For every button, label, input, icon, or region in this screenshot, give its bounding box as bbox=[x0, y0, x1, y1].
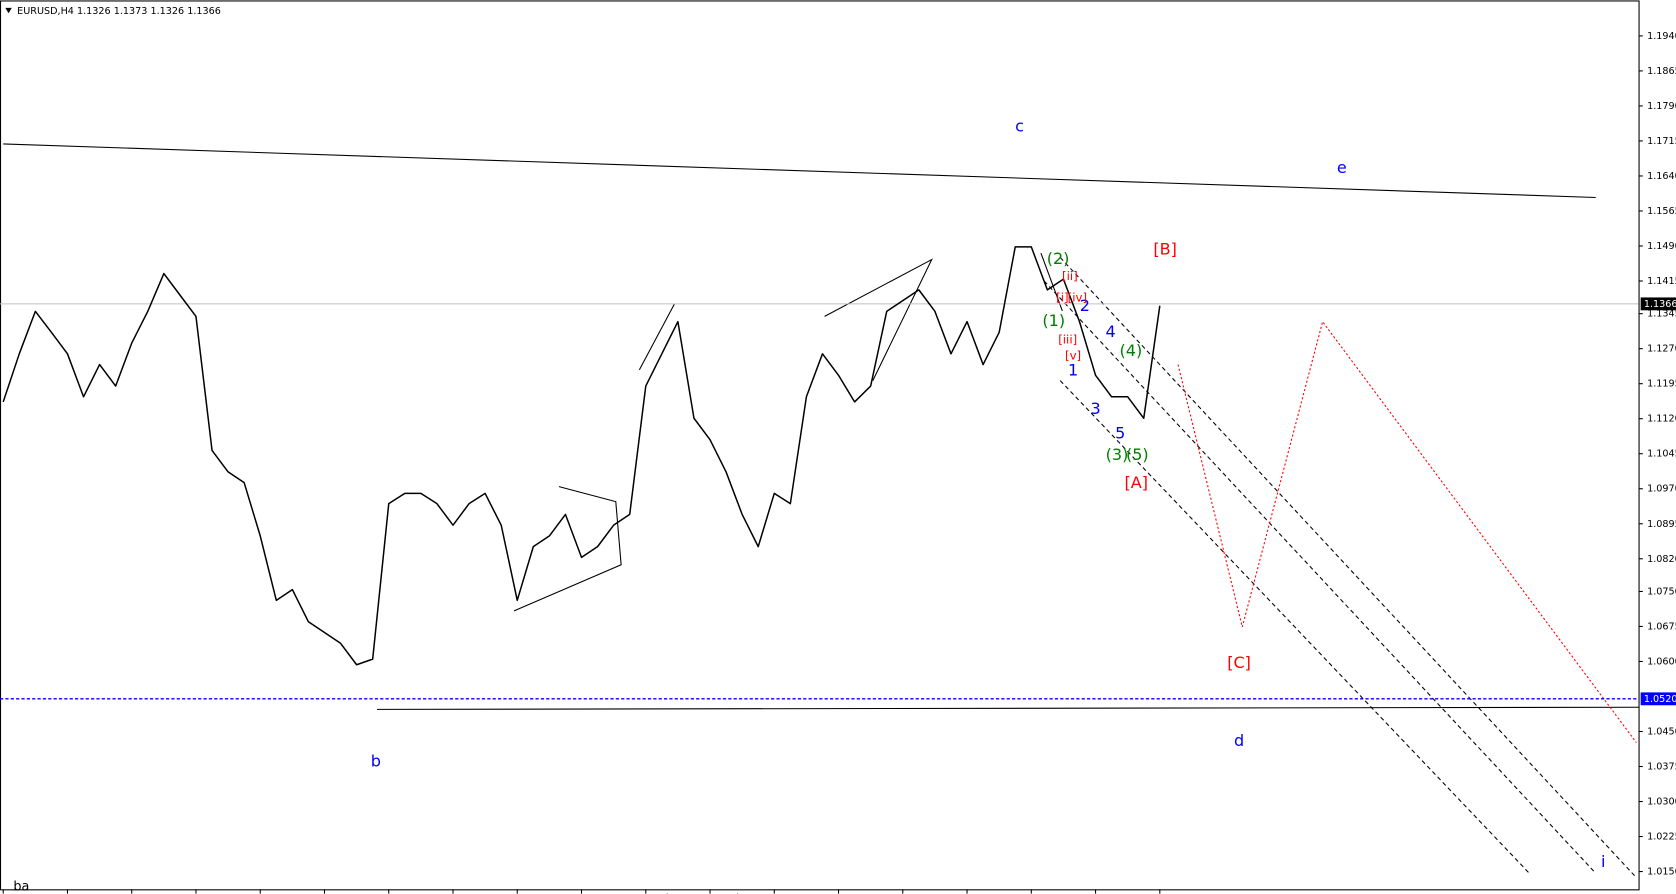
x-tick-label: 2 Jun 20:00 bbox=[1160, 893, 1215, 894]
wave-label: [i] bbox=[1056, 291, 1068, 305]
wave-label: (1) bbox=[1042, 311, 1065, 330]
wave-label: [C] bbox=[1227, 653, 1251, 672]
drawings bbox=[3, 143, 1639, 877]
wave-label: 2 bbox=[1080, 296, 1090, 315]
x-tick-label: 7 Sep 2015 bbox=[3, 893, 58, 894]
wave-label: [B] bbox=[1153, 239, 1177, 258]
y-tick-label: 1.1270 bbox=[1647, 344, 1676, 355]
price-level-box bbox=[1640, 692, 1676, 706]
wave-label: [iv] bbox=[1068, 291, 1087, 305]
y-tick-label: 1.0820 bbox=[1647, 554, 1676, 565]
wave-label: (3) bbox=[1106, 445, 1129, 464]
y-tick-label: 1.1195 bbox=[1647, 379, 1676, 390]
wave-label: e bbox=[1337, 158, 1347, 177]
x-tick-label: 4 May 12:00 bbox=[1031, 893, 1091, 894]
wave-label: d bbox=[1234, 731, 1244, 750]
wave-label: [ii] bbox=[1062, 269, 1078, 283]
wave-label: [v] bbox=[1065, 348, 1081, 362]
price-line bbox=[2, 246, 1161, 666]
y-tick-label: 1.1865 bbox=[1647, 66, 1676, 77]
projection-path bbox=[1177, 320, 1637, 743]
x-tick-label: 18 Dec 16:00 bbox=[453, 893, 518, 894]
y-tick-label: 1.1415 bbox=[1647, 276, 1676, 287]
y-tick-label: 1.0600 bbox=[1647, 656, 1676, 667]
y-tick-label: 1.0375 bbox=[1647, 762, 1676, 773]
x-tick-label: 21 Mar 12:00 bbox=[839, 893, 903, 894]
y-tick-label: 1.0150 bbox=[1647, 867, 1676, 878]
wave-label: 4 bbox=[1105, 322, 1115, 341]
wave-label: 1 bbox=[1068, 360, 1078, 379]
x-tick-label: 7 Mar 04:00 bbox=[774, 893, 832, 894]
wave-label: 5 bbox=[1115, 424, 1125, 443]
y-tick-label: 1.1715 bbox=[1647, 136, 1676, 147]
wave-label: (4) bbox=[1120, 341, 1143, 360]
trendline bbox=[1040, 252, 1063, 312]
y-tick-label: 1.0675 bbox=[1647, 621, 1676, 632]
wave-label: c bbox=[1015, 116, 1024, 135]
x-tick-label: 4 Dec 00:00 bbox=[389, 893, 448, 894]
x-tick-label: 19 Nov 08:00 bbox=[324, 893, 389, 894]
plot-border bbox=[0, 0, 1640, 891]
x-tick-label: 21 Jan 04:00 bbox=[582, 893, 643, 894]
triangle bbox=[824, 258, 933, 381]
channel-line bbox=[1059, 380, 1530, 874]
y-tick-label: 1.1940 bbox=[1647, 31, 1676, 42]
y-tick-label: 1.0225 bbox=[1647, 832, 1676, 843]
x-tick-label: 19 Feb 12:00 bbox=[710, 893, 773, 894]
wave-label: ba bbox=[13, 880, 29, 894]
wave-label: (2) bbox=[1047, 249, 1070, 268]
trendline bbox=[376, 706, 1639, 710]
y-tick-label: 1.0970 bbox=[1647, 484, 1676, 495]
y-tick-label: 1.1490 bbox=[1647, 241, 1676, 252]
price-level-box bbox=[1640, 297, 1676, 311]
wave-label: (5) bbox=[1126, 445, 1149, 464]
y-tick-label: 1.0300 bbox=[1647, 797, 1676, 808]
price-level-label: 1.1366 bbox=[1644, 299, 1676, 310]
y-tick-label: 1.0895 bbox=[1647, 519, 1676, 530]
y-tick-label: 1.1640 bbox=[1647, 171, 1676, 182]
y-tick-label: 1.1045 bbox=[1647, 449, 1676, 460]
trendline bbox=[638, 303, 676, 371]
wave-label: [A] bbox=[1125, 473, 1149, 492]
wave-label: b bbox=[371, 751, 381, 770]
y-tick-label: 1.1565 bbox=[1647, 206, 1676, 217]
y-tick-label: 1.1120 bbox=[1647, 414, 1676, 425]
channel-line bbox=[1059, 257, 1636, 877]
x-tick-label: 19 May 04:00 bbox=[1096, 893, 1162, 894]
y-tick-label: 1.0750 bbox=[1647, 586, 1676, 597]
x-tick-label: 4 Nov 16:00 bbox=[260, 893, 319, 894]
x-tick-label: 6 Oct 08:00 bbox=[132, 893, 189, 894]
wave-label: 3 bbox=[1090, 399, 1100, 418]
menu-arrow[interactable] bbox=[5, 7, 12, 14]
x-tick-label: 21 Sep 16:00 bbox=[67, 893, 131, 894]
x-tick-label: 19 Apr 20:00 bbox=[967, 893, 1030, 894]
y-tick-label: 1.1345 bbox=[1647, 309, 1676, 320]
y-tick-label: 1.1790 bbox=[1647, 101, 1676, 112]
x-tick-label: 5 Apr 04:00 bbox=[903, 893, 960, 894]
x-tick-label: 4 Feb 20:00 bbox=[646, 893, 703, 894]
wave-label: [iii] bbox=[1058, 332, 1077, 346]
y-tick-label: 1.0450 bbox=[1647, 726, 1676, 737]
trendline bbox=[3, 143, 1596, 199]
price-level-label: 1.0520 bbox=[1644, 694, 1676, 705]
x-tick-label: 21 Oct 00:00 bbox=[196, 893, 259, 894]
wave-label: i bbox=[1601, 852, 1605, 871]
x-tick-label: 6 Jan 12:00 bbox=[517, 893, 572, 894]
chart-title: EURUSD,H4 1.1326 1.1373 1.1326 1.1366 bbox=[17, 6, 221, 17]
triangle bbox=[513, 486, 622, 612]
